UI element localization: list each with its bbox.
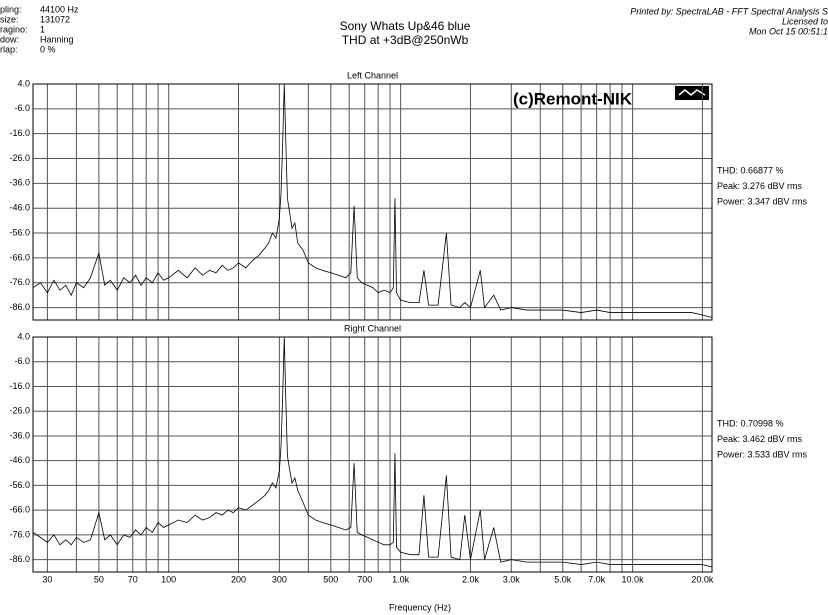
printed-by: Mon Oct 15 00:51:1 <box>749 26 828 36</box>
plot-frame <box>32 83 713 321</box>
x-tick-label: 5.0k <box>554 574 572 584</box>
setting-value: 131072 <box>40 14 70 24</box>
spectrum-line <box>32 83 713 318</box>
x-tick-label: 500 <box>323 574 338 584</box>
y-tick-label: -6.0 <box>14 103 30 113</box>
printed-by: Licensed to <box>782 16 828 26</box>
y-tick-label: -26.0 <box>9 406 30 416</box>
stat: Power: 3.533 dBV rms <box>717 449 808 459</box>
y-tick-label: -16.0 <box>9 128 30 138</box>
stat: Peak: 3.276 dBV rms <box>717 181 803 191</box>
y-tick-label: -66.0 <box>9 252 30 262</box>
setting-label: rlap: <box>0 44 18 54</box>
y-tick-label: -16.0 <box>9 381 30 391</box>
channel-title: Left Channel <box>347 70 398 80</box>
y-tick-label: -26.0 <box>9 153 30 163</box>
y-tick-label: -46.0 <box>9 455 30 465</box>
y-tick-label: -36.0 <box>9 178 30 188</box>
stat: Peak: 3.462 dBV rms <box>717 434 803 444</box>
x-tick-label: 100 <box>161 574 176 584</box>
y-tick-label: -86.0 <box>9 554 30 564</box>
printed-by: Printed by: SpectraLAB - FFT Spectral An… <box>630 6 828 16</box>
x-tick-label: 10.0k <box>622 574 645 584</box>
y-tick-label: -56.0 <box>9 227 30 237</box>
stat: THD: 0.66877 % <box>717 165 784 175</box>
x-tick-label: 2.0k <box>462 574 480 584</box>
setting-value: 44100 Hz <box>40 4 79 14</box>
x-tick-label: 200 <box>231 574 246 584</box>
setting-value: 0 % <box>40 44 56 54</box>
y-tick-label: -6.0 <box>14 356 30 366</box>
x-tick-label: 1.0k <box>392 574 410 584</box>
x-tick-label: 300 <box>272 574 287 584</box>
setting-value: 1 <box>40 24 45 34</box>
title: Sony Whats Up&46 blue <box>340 19 471 33</box>
stat: Power: 3.347 dBV rms <box>717 196 808 206</box>
setting-label: size: <box>0 14 19 24</box>
setting-label: ragino: <box>0 24 28 34</box>
y-tick-label: -36.0 <box>9 430 30 440</box>
plot-frame <box>32 336 713 573</box>
y-tick-label: -66.0 <box>9 505 30 515</box>
y-tick-label: -76.0 <box>9 277 30 287</box>
y-tick-label: -76.0 <box>9 529 30 539</box>
y-tick-label: 4.0 <box>17 78 30 88</box>
setting-label: dow: <box>0 34 19 44</box>
channel-title: Right Channel <box>344 323 401 333</box>
x-tick-label: 30 <box>42 574 52 584</box>
y-tick-label: -56.0 <box>9 480 30 490</box>
logo <box>675 86 709 100</box>
setting-value: Hanning <box>40 34 74 44</box>
spectrum-line <box>32 336 713 568</box>
subtitle: THD at +3dB@250nWb <box>342 33 469 47</box>
x-tick-label: 70 <box>128 574 138 584</box>
y-tick-label: -86.0 <box>9 302 30 312</box>
x-tick-label: 7.0k <box>588 574 606 584</box>
x-axis-label: Frequency (Hz) <box>389 602 451 612</box>
x-tick-label: 3.0k <box>503 574 521 584</box>
x-tick-label: 700 <box>357 574 372 584</box>
setting-label: pling: <box>0 4 22 14</box>
y-tick-label: 4.0 <box>17 331 30 341</box>
y-tick-label: -46.0 <box>9 203 30 213</box>
stat: THD: 0.70998 % <box>717 418 784 428</box>
x-tick-label: 50 <box>94 574 104 584</box>
x-tick-label: 20.0k <box>691 574 714 584</box>
watermark: (c)Remont-NIK <box>513 89 633 108</box>
